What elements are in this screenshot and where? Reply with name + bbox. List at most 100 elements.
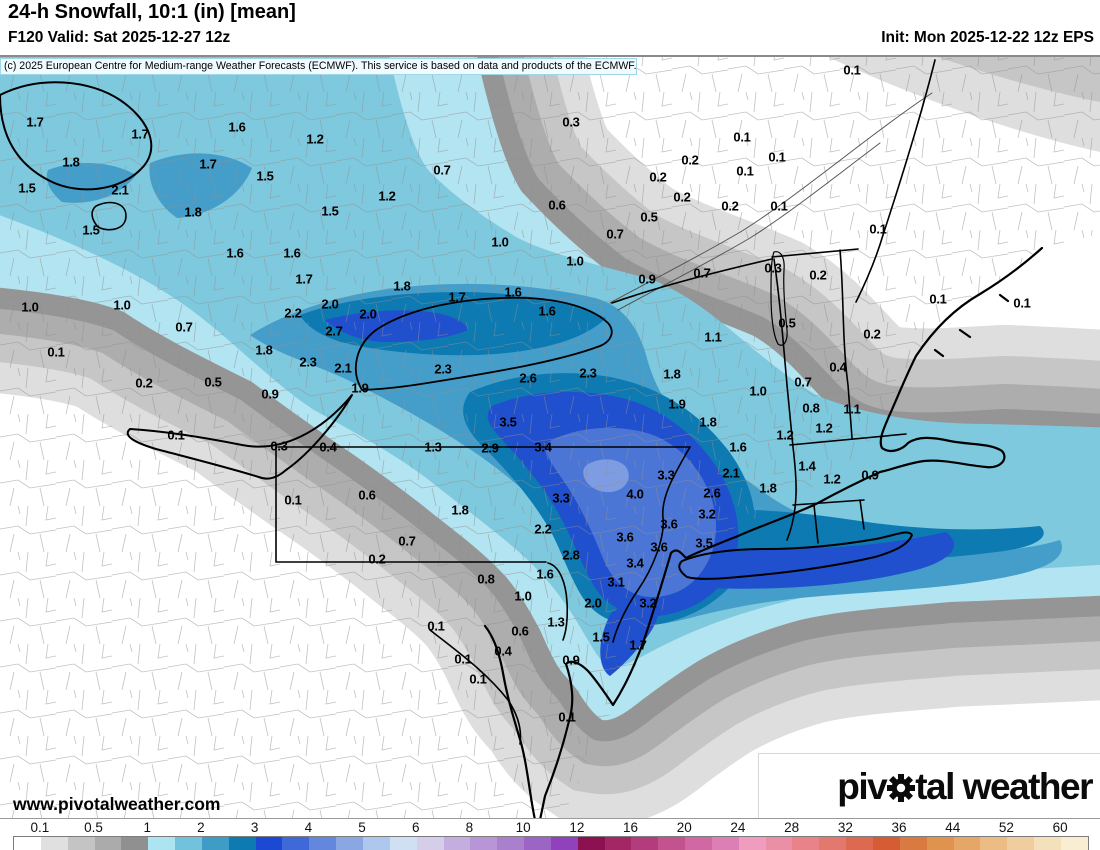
snowfall-value: 1.7 [629, 637, 647, 653]
state-borders [275, 59, 936, 745]
snowfall-value: 1.6 [504, 284, 522, 300]
snowfall-value: 1.3 [424, 439, 442, 455]
colorbar-tick: 20 [676, 820, 692, 835]
snowfall-value: 1.7 [295, 271, 313, 287]
colorbar-tick-labels: 0.1 0.5 1 2 3 4 5 6 8 10 12 16 20 24 28 32 36 44 52 60 [13, 820, 1087, 835]
snowfall-value: 1.7 [26, 114, 44, 130]
snowfall-map-canvas [0, 57, 1100, 818]
snowfall-value: 1.1 [843, 401, 861, 417]
snowfall-value: 2.3 [434, 361, 452, 377]
page-title: 24-h Snowfall, 10:1 (in) [mean] [8, 1, 296, 23]
colorbar-cell [228, 837, 256, 850]
forecast-map[interactable] [0, 57, 1100, 818]
colorbar-cell [980, 837, 1008, 850]
colorbar-tick: 0.1 [30, 820, 50, 835]
colorbar-tick: 12 [569, 820, 585, 835]
colorbar-cell [631, 837, 659, 850]
copyright-notice: (c) 2025 European Centre for Medium-rang… [0, 58, 637, 75]
colorbar-tick: 60 [1052, 820, 1068, 835]
snowfall-value: 1.3 [547, 614, 565, 630]
snowfall-value: 0.4 [319, 439, 337, 455]
snowfall-value: 1.5 [592, 629, 610, 645]
colorbar-tick: 0.5 [84, 820, 103, 835]
colorbar-cell [336, 837, 363, 850]
snowfall-value: 0.2 [809, 267, 827, 283]
colorbar-tick: 28 [784, 820, 800, 835]
colorbar-cell [846, 837, 873, 850]
colorbar-cell [416, 837, 444, 850]
snowfall-value: 0.1 [427, 618, 445, 634]
snowfall-value: 0.1 [47, 344, 65, 360]
snowfall-value: 0.2 [135, 375, 153, 391]
snowfall-value: 1.8 [255, 342, 273, 358]
watermark-link[interactable]: www.pivotalweather.com [13, 794, 221, 814]
snowfall-value: 3.5 [695, 535, 713, 551]
snowfall-value: 0.1 [770, 198, 788, 214]
snowfall-value: 3.4 [626, 555, 644, 571]
snowfall-value: 0.1 [929, 291, 947, 307]
snowfall-value: 1.2 [378, 188, 396, 204]
snowfall-value: 0.7 [794, 374, 812, 390]
colorbar-tick: 44 [945, 820, 961, 835]
snowfall-value: 0.6 [358, 487, 376, 503]
snowfall-value: 0.5 [778, 315, 796, 331]
snowfall-value: 2.1 [722, 465, 740, 481]
snowfall-value: 2.8 [562, 547, 580, 563]
colorbar-cell [899, 837, 927, 850]
snowfall-value: 0.1 [454, 651, 472, 667]
snowfall-value: 0.2 [721, 198, 739, 214]
snowfall-value: 1.6 [538, 303, 556, 319]
colorbar-cell [792, 837, 820, 850]
colorbar-cell [953, 837, 981, 850]
colorbar-cell [604, 837, 632, 850]
colorbar-cell [362, 837, 390, 850]
snowfall-value: 1.5 [18, 180, 36, 196]
colorbar-cell [282, 837, 310, 850]
snowfall-value: 2.6 [703, 485, 721, 501]
colorbar-tick: 10 [515, 820, 531, 835]
lake-huron-shoreline [0, 81, 153, 191]
snowfall-value: 3.2 [639, 595, 657, 611]
snowfall-value: 0.1 [768, 149, 786, 165]
snowfall-value: 3.6 [660, 516, 678, 532]
snowfall-value: 0.6 [511, 623, 529, 639]
logo-text: piv tal weather [837, 765, 1093, 807]
snowfall-value: 0.2 [673, 189, 691, 205]
colorbar-cell [497, 837, 525, 850]
snowfall-value: 0.1 [167, 427, 185, 443]
colorbar-cell [577, 837, 605, 850]
colorbar-tick: 1 [143, 820, 152, 835]
snowfall-value: 1.0 [749, 383, 767, 399]
snowfall-value: 1.6 [228, 119, 246, 135]
colorbar-tick: 32 [837, 820, 853, 835]
snowfall-value: 0.1 [736, 163, 754, 179]
colorbar-cell [389, 837, 417, 850]
snowfall-value: 0.4 [494, 643, 512, 659]
snowfall-value: 2.1 [111, 182, 129, 198]
pivotal-weather-logo: piv tal weather [758, 753, 1100, 818]
lake-erie-shoreline [126, 394, 353, 480]
colorbar-tick: 36 [891, 820, 907, 835]
colorbar-cell [94, 837, 122, 850]
snowfall-value: 2.7 [325, 323, 343, 339]
snowfall-value: 1.1 [704, 329, 722, 345]
snowfall-value: 0.7 [175, 319, 193, 335]
snowfall-value: 1.8 [699, 414, 717, 430]
snowfall-value: 1.5 [82, 222, 100, 238]
snowfall-value: 1.7 [131, 126, 149, 142]
snowfall-value: 1.0 [113, 297, 131, 313]
snowfall-value: 1.7 [199, 156, 217, 172]
snowfall-value: 1.6 [283, 245, 301, 261]
logo-text-part2: tal weather [915, 765, 1093, 807]
snowfall-value: 2.1 [334, 360, 352, 376]
colorbar-cells [13, 836, 1089, 850]
snowfall-value: 0.1 [284, 492, 302, 508]
snowfall-value: 0.7 [606, 226, 624, 242]
snowfall-value: 1.6 [536, 566, 554, 582]
colorbar-cell [309, 837, 337, 850]
snowfall-value: 2.3 [579, 365, 597, 381]
colorbar-cell [926, 837, 954, 850]
snowfall-value: 3.1 [607, 574, 625, 590]
colorbar-tick: 24 [730, 820, 746, 835]
